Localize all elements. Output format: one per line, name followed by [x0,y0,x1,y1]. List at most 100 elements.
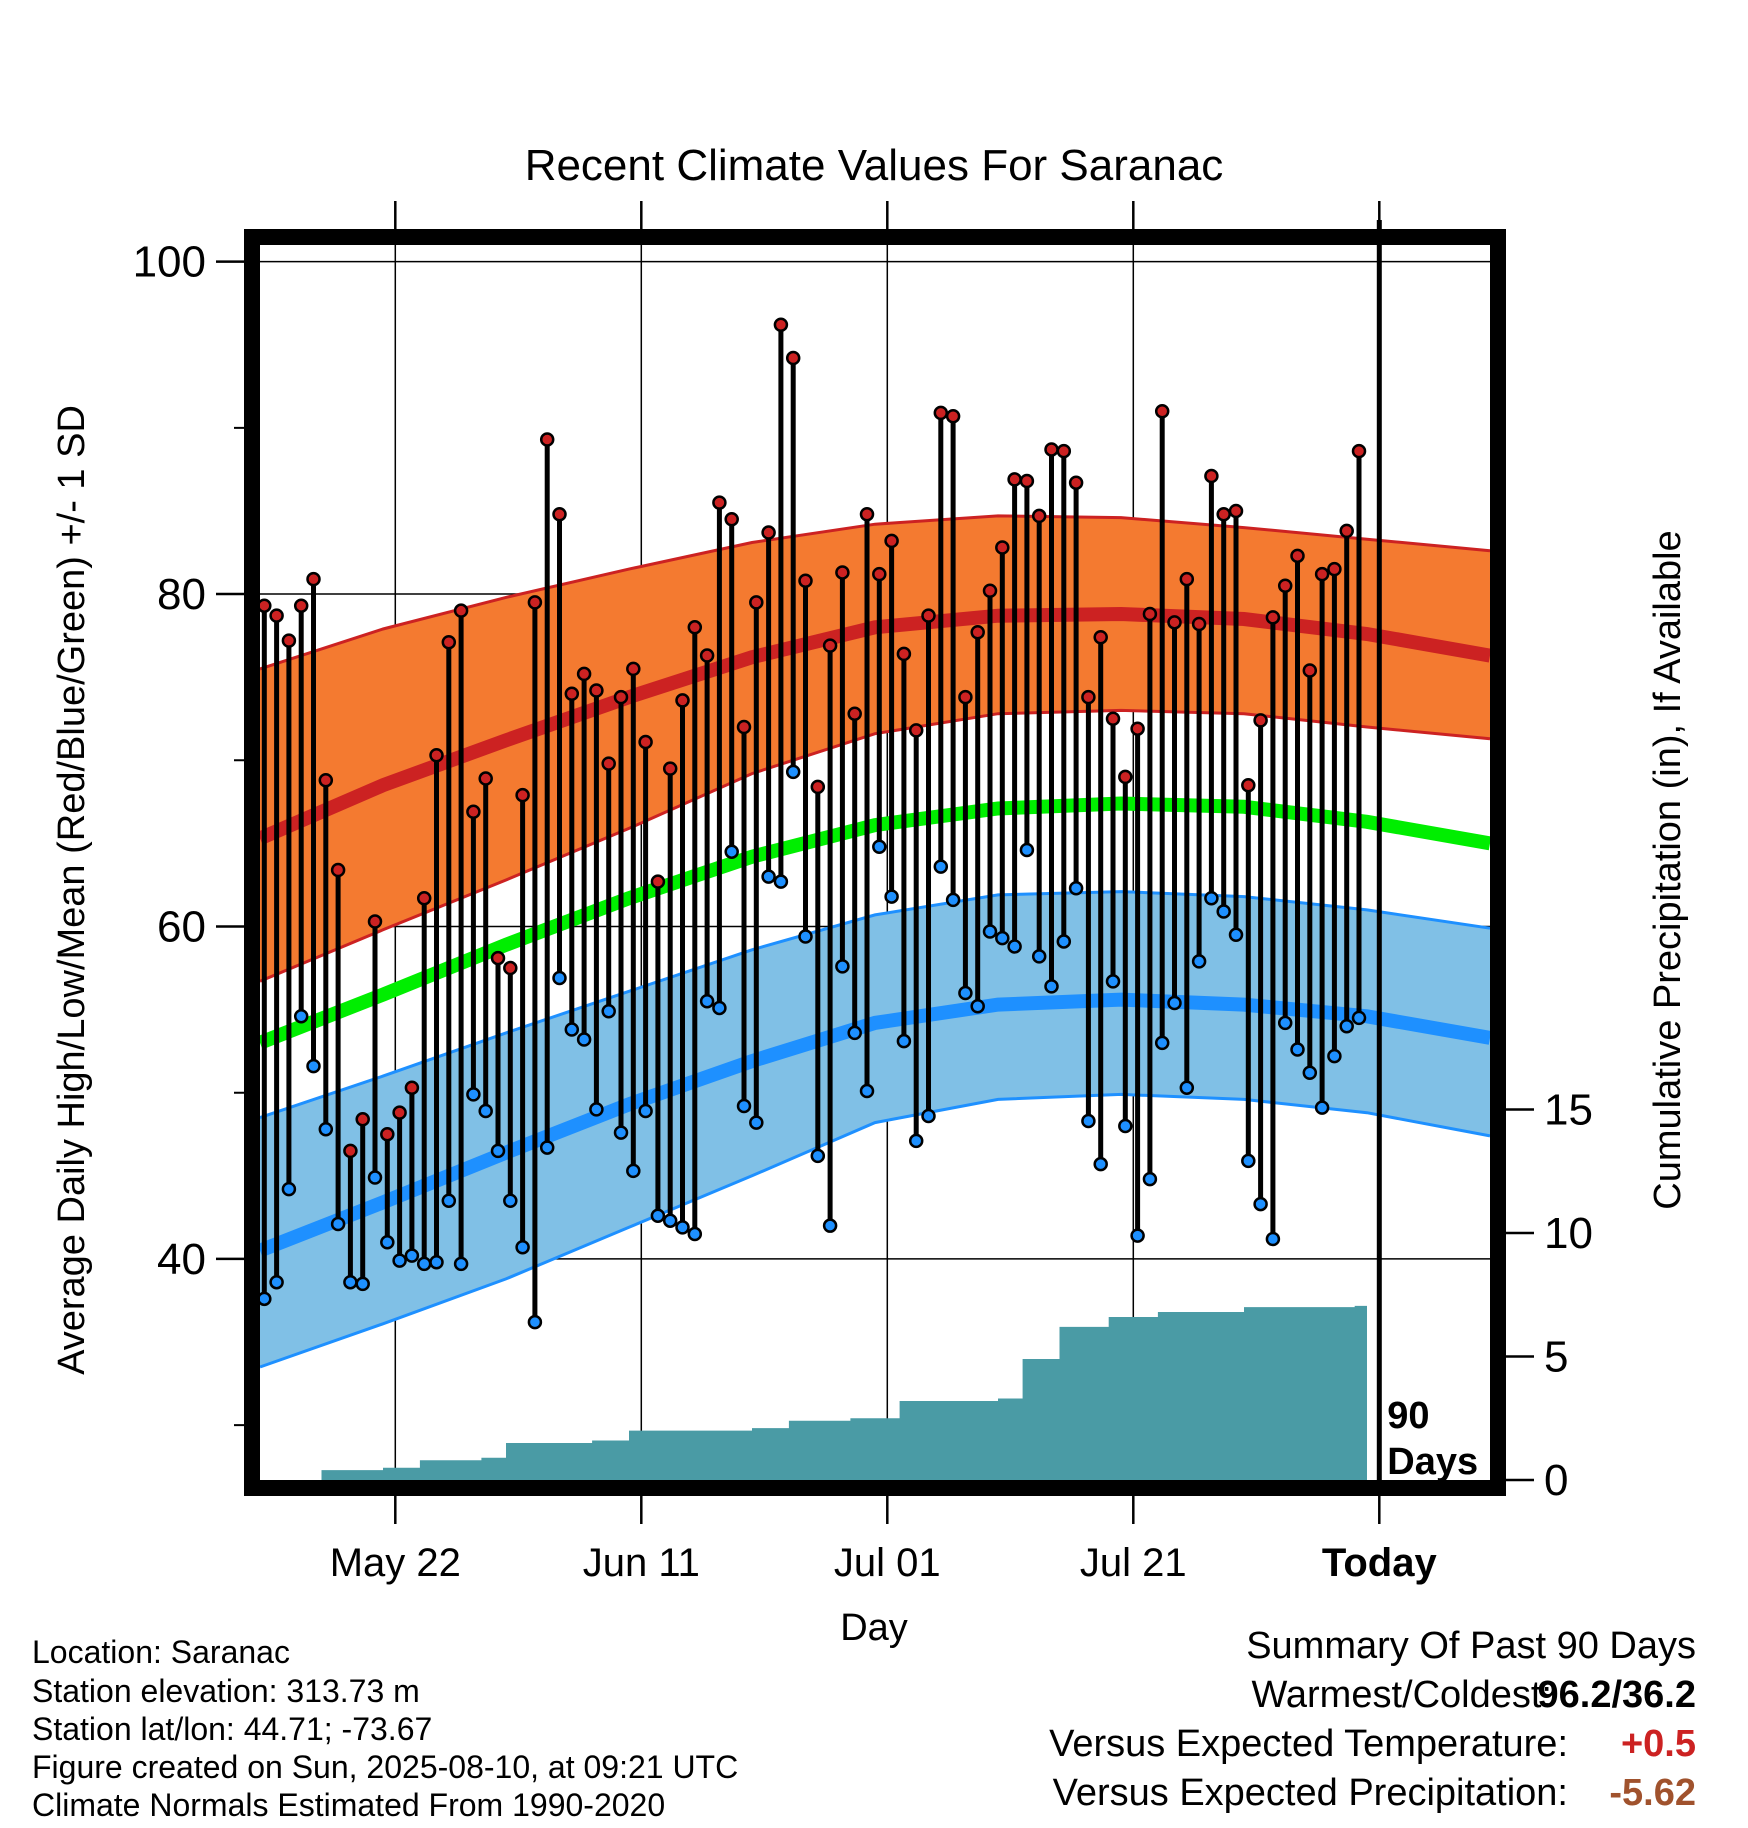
observed-low-2025-06-08 [601,1004,616,1019]
observed-high-2025-07-15 [1056,443,1072,459]
observed-high-2025-05-23 [404,1080,420,1095]
observed-low-2025-07-14 [1044,979,1059,994]
observed-high-2025-06-14 [675,693,690,708]
observed-high-2025-05-27 [453,603,469,618]
observed-high-2025-06-30 [872,566,887,582]
observed-high-2025-05-13 [281,633,297,648]
observed-high-2025-07-11 [1007,472,1022,487]
observed-high-2025-05-16 [318,772,334,788]
observed-low-2025-06-16 [699,994,715,1009]
observed-low-2025-06-18 [724,844,739,859]
observed-low-2025-07-01 [884,889,899,904]
observed-high-2025-06-18 [724,512,739,527]
observed-low-2025-08-02 [1277,1015,1293,1031]
observed-low-2025-05-31 [503,1193,518,1209]
y-right-tick-label-10: 10 [1544,1209,1593,1258]
observed-high-2025-05-25 [429,748,444,763]
info-latlon: Station lat/lon: 44.71; -73.67 [32,1711,433,1747]
summary-warmest-coldest-label: Warmest/Coldest: [1251,1674,1552,1716]
observed-low-2025-06-28 [847,1025,862,1041]
observed-low-2025-07-27 [1204,890,1219,906]
cumulative-precip-area [260,1305,1367,1480]
observed-low-2025-06-19 [736,1098,752,1114]
observed-high-2025-06-04 [552,507,567,522]
summary-heading: Summary Of Past 90 Days [1246,1625,1696,1667]
info-normals: Climate Normals Estimated From 1990-2020 [32,1787,666,1823]
low-minus-sd-line [259,1092,1491,1369]
observed-high-2025-07-28 [1216,507,1231,522]
observed-low-2025-05-15 [306,1058,321,1074]
observed-high-2025-07-27 [1204,468,1219,484]
observed-low-2025-08-01 [1265,1231,1281,1247]
observed-low-2025-05-20 [367,1170,383,1185]
observed-low-2025-06-03 [539,1140,555,1155]
observed-high-2025-06-08 [601,756,616,771]
observed-high-2025-05-15 [306,571,321,587]
observed-low-2025-07-19 [1105,974,1121,989]
observed-high-2025-05-17 [330,862,346,878]
observed-high-2025-08-02 [1277,578,1293,593]
observed-high-2025-07-30 [1241,777,1256,793]
y-axis-left-label: Average Daily High/Low/Mean (Red/Blue/Gr… [51,405,93,1375]
observed-high-2025-07-29 [1228,503,1244,519]
observed-low-2025-07-26 [1191,954,1207,969]
observed-low-2025-06-11 [638,1103,653,1119]
observed-high-2025-07-10 [995,540,1010,555]
observed-low-2025-07-16 [1068,881,1084,896]
observed-high-2025-06-01 [515,787,530,803]
observed-low-2025-07-09 [982,924,998,939]
observed-high-2025-06-12 [650,874,666,889]
observed-low-2025-05-22 [392,1253,407,1268]
observed-low-2025-08-07 [1339,1018,1354,1034]
observed-high-2025-06-07 [589,683,604,698]
observed-low-2025-07-04 [921,1108,936,1124]
observed-low-2025-07-03 [908,1133,924,1149]
observed-low-2025-07-29 [1228,927,1244,943]
observed-high-2025-07-18 [1093,630,1108,645]
observed-low-2025-06-29 [859,1083,875,1099]
observed-high-2025-07-03 [908,723,924,738]
observed-high-2025-07-05 [933,405,949,421]
observed-low-2025-08-05 [1314,1100,1330,1115]
observed-high-2025-06-27 [835,565,850,580]
observed-low-2025-08-04 [1302,1065,1318,1081]
observed-high-2025-06-15 [687,620,703,635]
observed-low-2025-07-25 [1179,1080,1195,1095]
observed-high-2025-07-16 [1068,475,1084,490]
low-sd-band [260,891,1490,1367]
observed-high-2025-08-07 [1339,523,1354,539]
observed-low-2025-05-24 [416,1256,432,1272]
observed-high-2025-06-03 [539,432,555,447]
y-left-tick-label-100: 100 [133,238,206,287]
observed-high-2025-06-25 [810,779,826,795]
observed-low-2025-05-17 [330,1216,346,1232]
observed-low-2025-07-30 [1241,1153,1256,1169]
x-axis-label: Day [840,1607,908,1649]
observed-low-2025-06-24 [798,929,813,944]
observed-high-2025-05-29 [478,771,493,786]
observed-high-2025-08-03 [1290,548,1305,564]
observed-low-2025-07-05 [933,859,949,874]
observed-low-2025-07-15 [1056,934,1072,949]
observed-low-2025-07-10 [995,930,1010,946]
summary-temp-label: Versus Expected Temperature: [1049,1723,1568,1765]
info-created: Figure created on Sun, 2025-08-10, at 09… [32,1749,739,1785]
observed-high-2025-07-02 [896,646,912,662]
observed-low-2025-06-06 [576,1032,592,1047]
observed-low-2025-06-04 [552,970,567,986]
observed-low-2025-07-06 [945,892,961,908]
observed-high-2025-06-23 [785,350,801,366]
observed-high-2025-05-14 [293,598,309,613]
observed-low-2025-07-23 [1154,1035,1170,1051]
observed-high-2025-06-29 [859,507,875,522]
observed-low-2025-08-06 [1327,1048,1342,1064]
observed-high-2025-07-20 [1118,769,1133,785]
observed-high-2025-05-28 [466,804,481,820]
observed-high-2025-08-04 [1302,663,1318,678]
observed-high-2025-06-02 [527,595,543,610]
observed-low-2025-06-01 [515,1240,530,1255]
observed-high-2025-06-10 [626,661,641,677]
today-annotation-line: Days [1387,1441,1478,1483]
observed-low-2025-06-25 [810,1148,826,1164]
